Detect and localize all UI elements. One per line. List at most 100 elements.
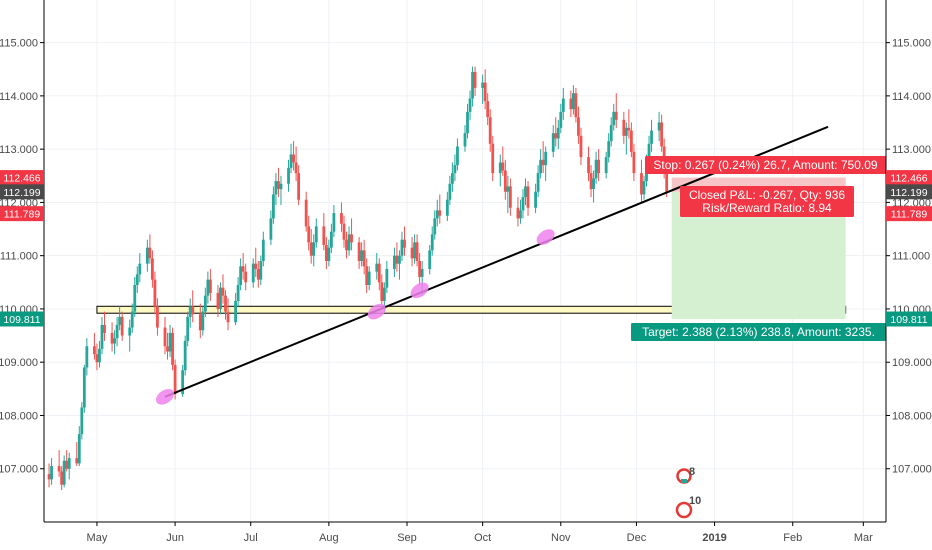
candle xyxy=(244,263,248,291)
price-tag-bg xyxy=(886,206,932,222)
candle-body xyxy=(448,183,452,200)
candle-body xyxy=(50,466,53,480)
candle-body xyxy=(156,306,159,328)
candle-body xyxy=(309,242,313,256)
candle-body xyxy=(491,143,495,174)
candle-body xyxy=(251,263,255,283)
candle xyxy=(234,292,237,325)
candle-body xyxy=(551,133,555,152)
touch-marker-ellipse[interactable] xyxy=(365,301,389,323)
candle xyxy=(400,231,404,261)
candle xyxy=(418,253,422,285)
candle xyxy=(297,165,301,206)
candle-body xyxy=(216,292,220,309)
candle-body xyxy=(221,287,225,296)
candle xyxy=(393,247,396,277)
y-tick-label-left: 111.000 xyxy=(0,251,38,263)
candle xyxy=(488,109,492,152)
candle xyxy=(171,327,174,371)
candle-body xyxy=(118,316,122,325)
candle-body xyxy=(57,466,61,472)
candle-body xyxy=(236,284,240,301)
x-tick-label: Aug xyxy=(319,532,339,544)
candle xyxy=(120,311,124,341)
candle-body xyxy=(627,127,631,131)
candle-body xyxy=(77,434,81,464)
candle-body xyxy=(201,311,205,331)
candle xyxy=(609,117,613,147)
candlestick-series xyxy=(47,66,669,491)
status-label-text: Closed P&L: -0.267, Qty: 936 xyxy=(689,188,845,202)
candle-body xyxy=(188,306,192,317)
candle-body xyxy=(98,348,101,363)
price-tag-bg xyxy=(0,311,44,327)
candle-body xyxy=(413,242,416,259)
candle xyxy=(448,175,452,206)
candle xyxy=(135,266,139,293)
candle xyxy=(357,237,361,269)
candle-body xyxy=(314,226,318,243)
candle xyxy=(468,90,472,120)
candle xyxy=(151,250,154,288)
touch-marker-ellipse[interactable] xyxy=(408,279,432,301)
x-tick-label: May xyxy=(87,532,108,544)
candle-body xyxy=(632,151,636,174)
candle xyxy=(627,109,631,139)
candle xyxy=(309,229,313,264)
candle-body xyxy=(65,460,69,469)
candle xyxy=(377,258,381,291)
touch-marker-ellipse[interactable] xyxy=(153,386,177,408)
candle xyxy=(556,119,560,150)
candle xyxy=(463,125,467,152)
candle xyxy=(640,159,643,203)
x-tick-label: Nov xyxy=(551,532,571,544)
candle-body xyxy=(279,183,283,190)
candle xyxy=(622,111,626,144)
candle-body xyxy=(62,460,66,485)
candle xyxy=(47,463,51,488)
candle xyxy=(561,87,565,120)
candle xyxy=(508,178,512,216)
candle-body xyxy=(516,207,520,219)
touch-marker-ellipse[interactable] xyxy=(534,226,558,248)
candle xyxy=(579,127,583,166)
candle xyxy=(50,458,53,485)
price-tag: 109.811 xyxy=(0,311,44,327)
candle xyxy=(453,154,457,182)
candle-body xyxy=(488,117,492,144)
x-tick-label: Sep xyxy=(397,532,417,544)
candle-body xyxy=(294,162,298,174)
candle-body xyxy=(498,162,502,174)
candle-body xyxy=(85,346,89,368)
price-tag: 111.789 xyxy=(0,206,44,222)
candle xyxy=(133,276,137,317)
price-tag-text: 111.789 xyxy=(4,209,41,221)
candle xyxy=(365,258,369,293)
candle-body xyxy=(385,268,389,288)
candle xyxy=(236,276,240,307)
candle xyxy=(438,194,442,224)
candle xyxy=(312,234,316,267)
candle xyxy=(191,290,195,323)
candle xyxy=(292,141,295,171)
candle xyxy=(148,234,152,264)
candle-body xyxy=(526,186,530,208)
candle-body xyxy=(519,210,522,219)
candle xyxy=(551,125,555,158)
candle-body xyxy=(82,367,86,408)
target-label-text: Target: 2.388 (2.13%) 238.8, Amount: 323… xyxy=(642,325,875,339)
candle xyxy=(347,226,351,256)
x-tick-label: Mar xyxy=(854,532,873,544)
candle xyxy=(486,93,490,126)
candle-body xyxy=(110,332,114,344)
candle-body xyxy=(133,284,137,312)
candle xyxy=(287,159,290,192)
candle xyxy=(198,303,202,339)
touch-markers[interactable] xyxy=(153,226,558,408)
candle xyxy=(241,253,245,280)
candle-body xyxy=(145,247,149,264)
candle-body xyxy=(382,287,386,301)
logo-number-top: 8 xyxy=(689,466,695,478)
price-tag: 111.789 xyxy=(886,206,932,222)
